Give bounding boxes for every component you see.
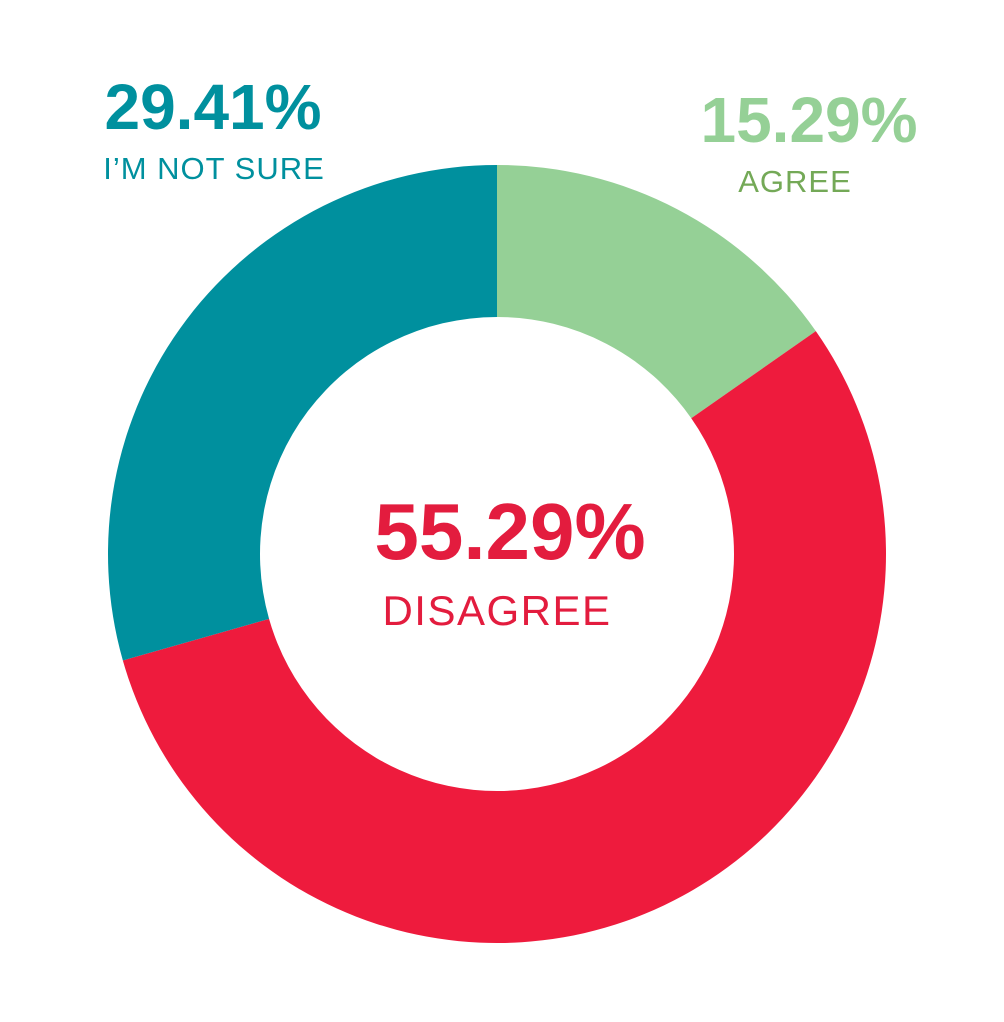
slice-value-label-not-sure: 29.41%	[104, 71, 321, 143]
slice-value-label-agree: 15.29%	[700, 84, 917, 156]
slice-category-label-disagree: DISAGREE	[382, 587, 611, 634]
slice-category-label-agree: AGREE	[738, 164, 852, 199]
donut-slice-i-m-not-sure	[108, 165, 497, 661]
labels-layer: 15.29% AGREE 55.29% DISAGREE 29.41% I’M …	[103, 71, 917, 634]
slice-category-label-not-sure: I’M NOT SURE	[103, 151, 325, 186]
donut-slice-agree	[497, 165, 816, 419]
donut-slice-disagree	[122, 331, 887, 943]
slice-value-label-disagree: 55.29%	[374, 487, 645, 576]
slices-layer	[108, 165, 887, 943]
